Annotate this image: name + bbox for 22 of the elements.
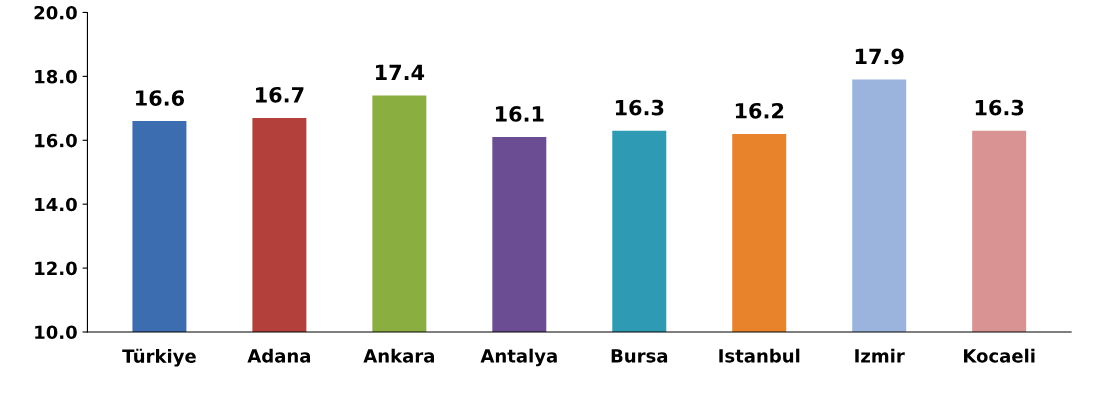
x-tick-label: Adana bbox=[247, 348, 311, 363]
x-tick-label: Antalya bbox=[480, 348, 557, 367]
y-tick-label: 18.0 bbox=[35, 69, 77, 84]
data-label: 16.2 bbox=[735, 102, 784, 119]
y-tick-label: 16.0 bbox=[35, 133, 77, 148]
data-label: 17.4 bbox=[376, 64, 425, 81]
data-label: 16.7 bbox=[256, 86, 304, 103]
x-tick-label: Istanbul bbox=[719, 348, 800, 363]
x-tick-label: Ankara bbox=[363, 348, 434, 363]
data-label: 17.9 bbox=[855, 48, 904, 65]
x-tick-label: Kocaeli bbox=[964, 348, 1035, 363]
y-tick-label: 10.0 bbox=[35, 325, 77, 340]
data-label: 16.1 bbox=[495, 106, 544, 122]
y-tick-label: 12.0 bbox=[35, 261, 77, 276]
y-tick-label: 20.0 bbox=[34, 5, 77, 20]
x-tick-label: Türkiye bbox=[122, 348, 196, 367]
x-tick-label: Izmir bbox=[855, 348, 905, 363]
data-label: 16.3 bbox=[615, 99, 664, 116]
y-tick-label: 14.0 bbox=[35, 197, 77, 212]
x-tick-label: Bursa bbox=[611, 349, 668, 363]
data-label: 16.3 bbox=[975, 99, 1024, 116]
data-label: 16.6 bbox=[136, 90, 184, 106]
